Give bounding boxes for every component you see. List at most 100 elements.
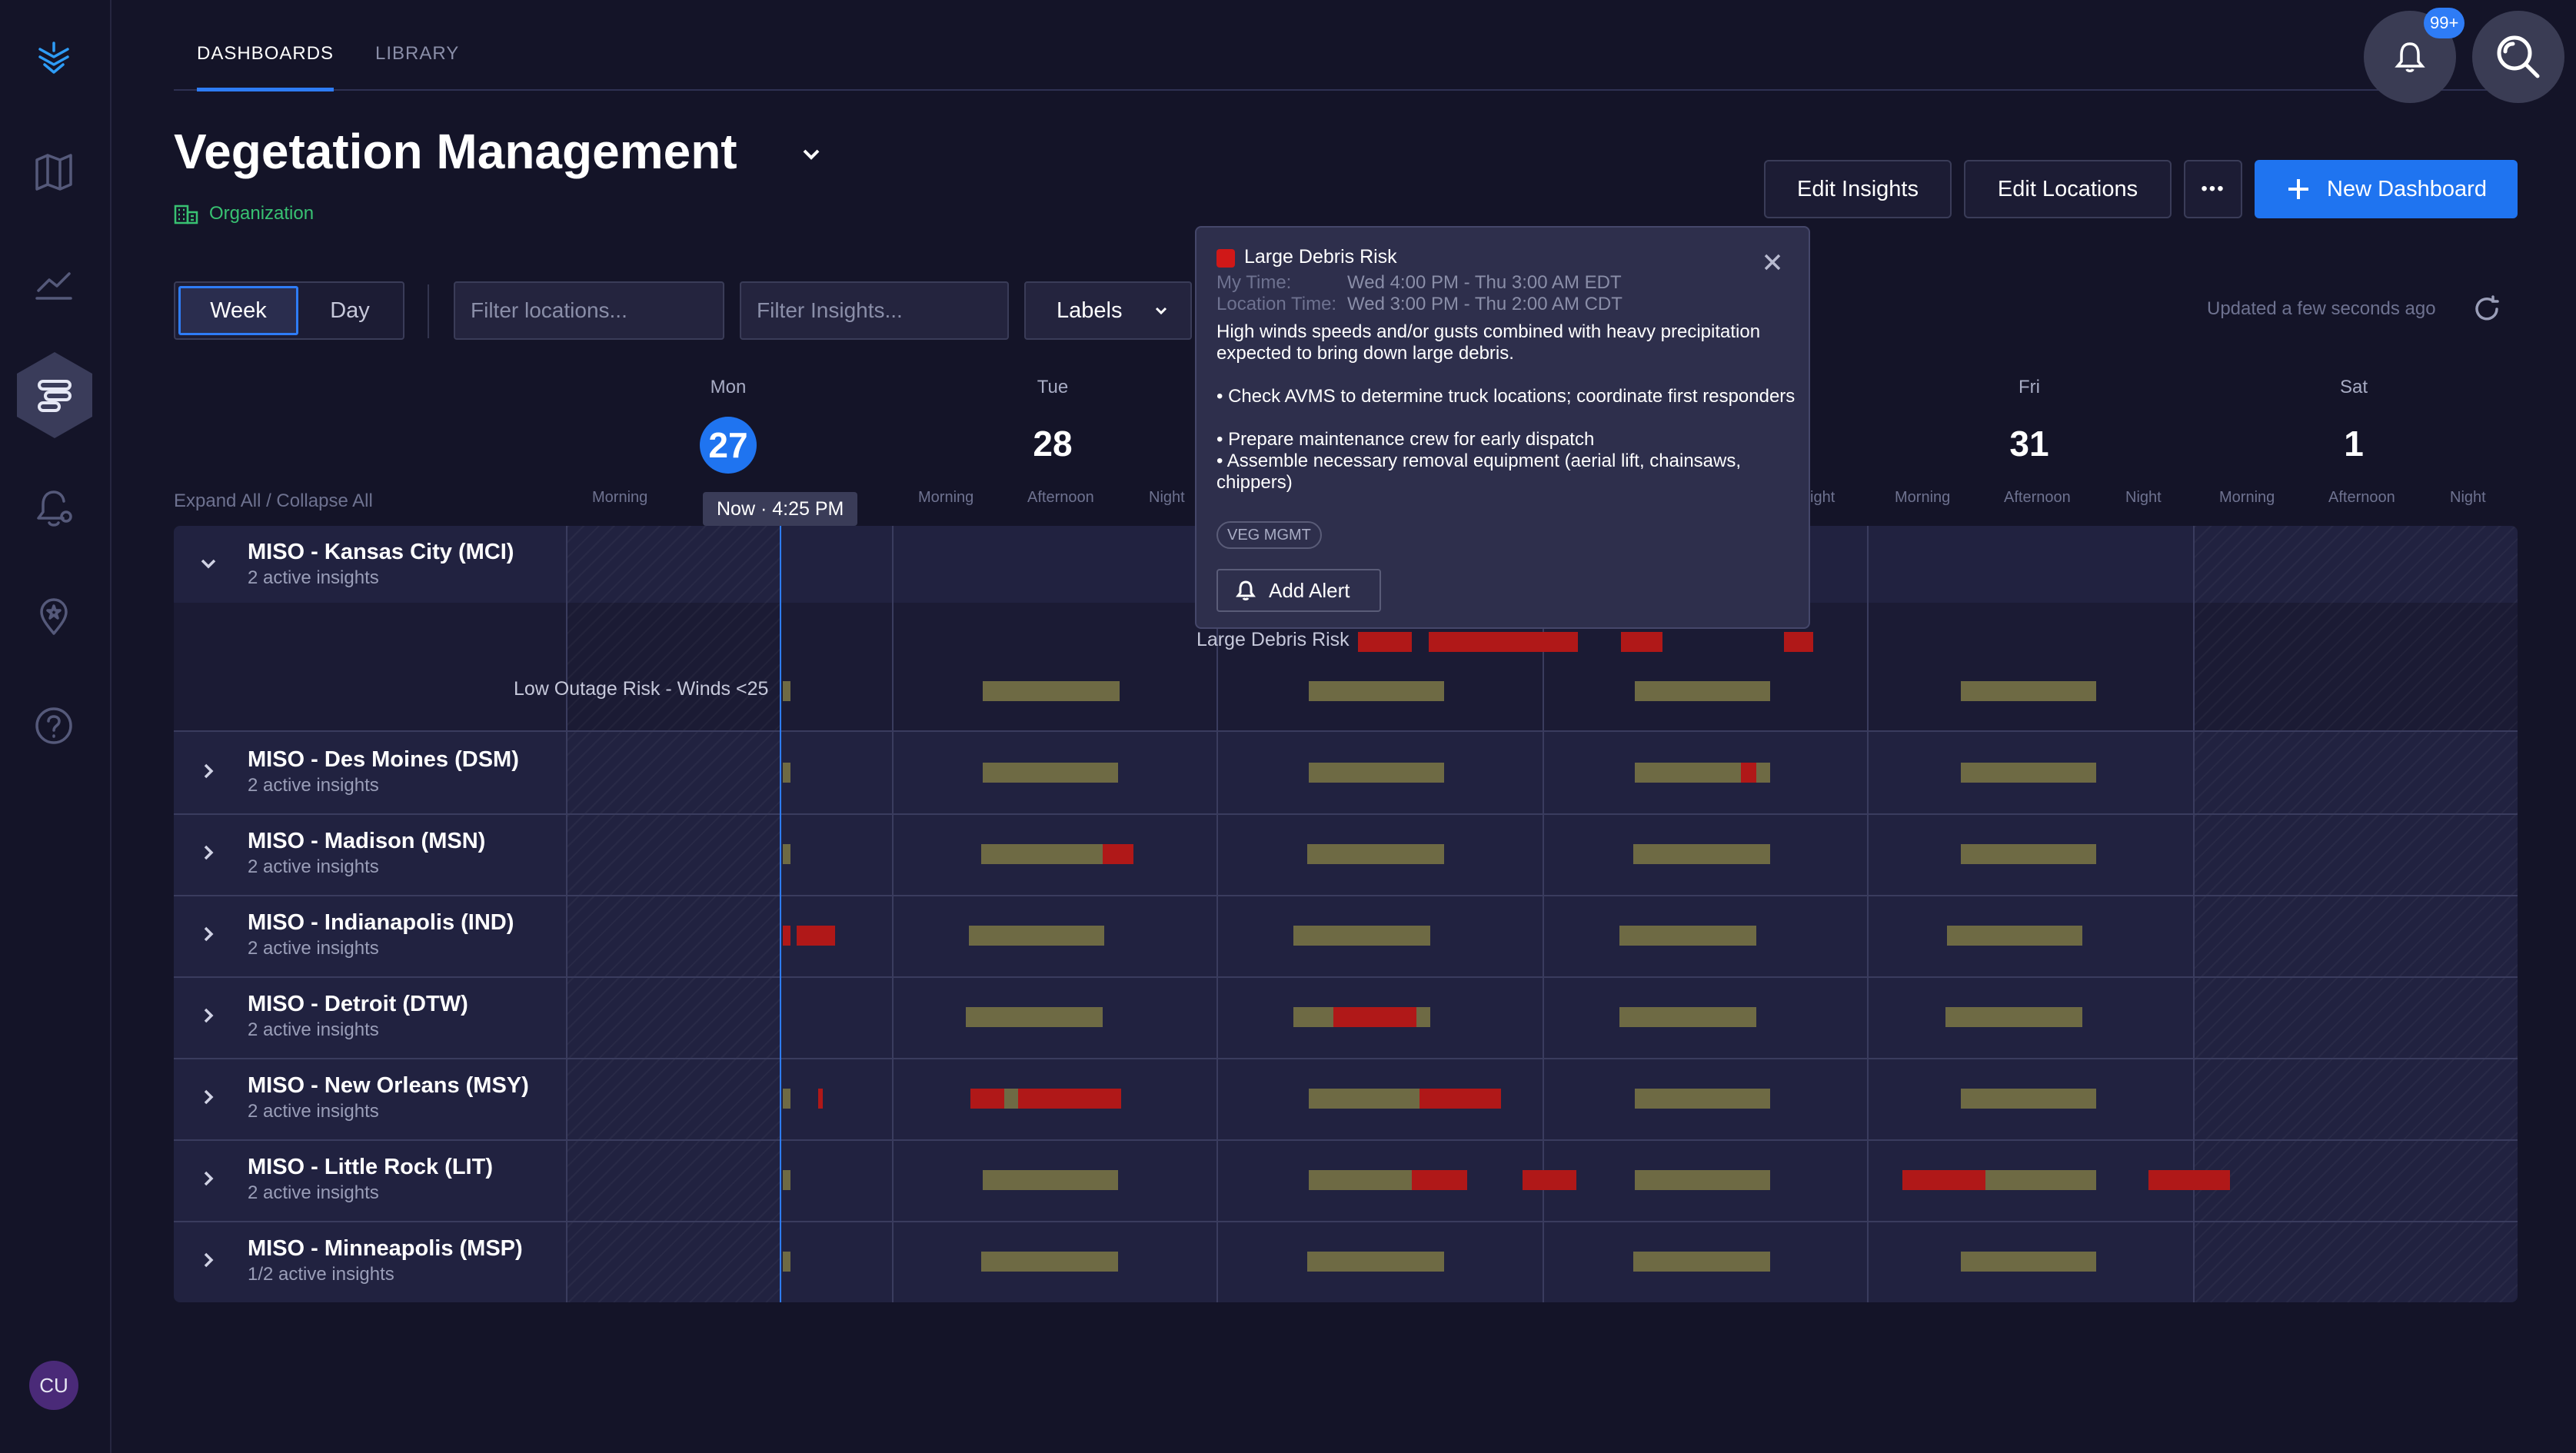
insight-bar[interactable] (1619, 926, 1756, 946)
insight-bar[interactable] (983, 1170, 1118, 1190)
day-view-button[interactable]: Day (330, 298, 370, 323)
close-popover-button[interactable] (1761, 251, 1784, 274)
analytics-icon[interactable] (28, 257, 80, 309)
insight-bar[interactable] (1961, 763, 2096, 783)
insight-tag[interactable]: VEG MGMT (1216, 521, 1322, 549)
insight-bar[interactable] (1635, 1170, 1770, 1190)
insight-bar[interactable] (783, 844, 790, 864)
edit-locations-button[interactable]: Edit Locations (1964, 160, 2172, 218)
chevron-right-icon (204, 845, 214, 860)
organization-scope[interactable]: Organization (174, 203, 314, 224)
insight-bar[interactable] (1961, 1252, 2096, 1272)
refresh-button[interactable] (2471, 294, 2502, 324)
insight-bar[interactable] (1309, 1089, 1419, 1109)
insight-bar[interactable] (1309, 1170, 1412, 1190)
insight-bar[interactable] (1633, 1252, 1770, 1272)
week-view-button[interactable]: Week (178, 286, 298, 335)
insight-bar[interactable] (983, 681, 1120, 701)
insight-bar[interactable] (981, 844, 1103, 864)
insight-bar[interactable] (783, 1252, 790, 1272)
insight-bar[interactable] (1635, 681, 1770, 701)
user-avatar[interactable]: CU (29, 1361, 78, 1410)
insight-bar[interactable] (1633, 844, 1770, 864)
expand-row-chevron[interactable] (198, 1006, 218, 1026)
insight-bar[interactable] (1307, 844, 1444, 864)
tab-library[interactable]: LIBRARY (375, 43, 460, 64)
location-name[interactable]: MISO - New Orleans (MSY) (248, 1073, 529, 1098)
dashboards-nav-active[interactable] (17, 352, 92, 438)
location-name[interactable]: MISO - Des Moines (DSM) (248, 747, 519, 772)
location-name[interactable]: MISO - Detroit (DTW) (248, 992, 468, 1016)
insight-bar[interactable] (2148, 1170, 2230, 1190)
filter-insights-input[interactable]: Filter Insights... (740, 281, 1009, 340)
insight-bar[interactable] (1293, 926, 1430, 946)
insight-bar[interactable] (797, 926, 835, 946)
insight-bar[interactable] (818, 1089, 823, 1109)
insight-bar[interactable] (1419, 1089, 1501, 1109)
app-logo-icon[interactable] (28, 32, 80, 85)
insight-bar[interactable] (1961, 1089, 2096, 1109)
insight-bar[interactable] (966, 1007, 1103, 1027)
insight-bar[interactable] (1523, 1170, 1576, 1190)
insight-bar[interactable] (1004, 1089, 1018, 1109)
insight-bar[interactable] (983, 763, 1118, 783)
insight-bar[interactable] (1619, 1007, 1756, 1027)
insight-bar[interactable] (1309, 763, 1444, 783)
insight-bar[interactable] (1358, 632, 1412, 652)
insight-bar[interactable] (783, 763, 790, 783)
insight-bar[interactable] (783, 1170, 790, 1190)
insight-bar[interactable] (1309, 681, 1444, 701)
expand-row-chevron[interactable] (198, 1169, 218, 1189)
insight-bar[interactable] (1945, 1007, 2082, 1027)
location-pin-icon[interactable] (28, 589, 80, 641)
help-icon[interactable] (28, 700, 80, 752)
insight-bar[interactable] (981, 1252, 1118, 1272)
insight-bar[interactable] (1961, 681, 2096, 701)
location-name[interactable]: MISO - Kansas City (MCI) (248, 540, 514, 564)
expand-row-chevron[interactable] (198, 843, 218, 863)
labels-dropdown[interactable]: Labels (1024, 281, 1192, 340)
view-toggle: Week Day (174, 281, 404, 340)
dashboard-switcher-chevron[interactable] (800, 143, 823, 166)
insight-bar[interactable] (1961, 844, 2096, 864)
insight-bar[interactable] (1429, 632, 1578, 652)
insight-bar[interactable] (783, 926, 790, 946)
location-name[interactable]: MISO - Indianapolis (IND) (248, 910, 514, 935)
expand-row-chevron[interactable] (198, 924, 218, 944)
location-name[interactable]: MISO - Little Rock (LIT) (248, 1155, 493, 1179)
filter-locations-input[interactable]: Filter locations... (454, 281, 724, 340)
insight-label-debris: Large Debris Risk (1196, 629, 1350, 650)
collapse-row-chevron[interactable] (198, 554, 218, 574)
insight-bar[interactable] (1947, 926, 2082, 946)
insight-bar[interactable] (969, 926, 1104, 946)
expand-row-chevron[interactable] (198, 1250, 218, 1270)
add-alert-button[interactable]: Add Alert (1216, 569, 1381, 612)
insight-bar[interactable] (1902, 1170, 1985, 1190)
expand-row-chevron[interactable] (198, 761, 218, 781)
tab-dashboards[interactable]: DASHBOARDS (197, 43, 334, 91)
map-icon[interactable] (28, 146, 80, 198)
insight-bar[interactable] (1412, 1170, 1467, 1190)
location-name[interactable]: MISO - Minneapolis (MSP) (248, 1236, 523, 1261)
expand-row-chevron[interactable] (198, 1087, 218, 1107)
insight-bar[interactable] (1103, 844, 1133, 864)
insight-bar[interactable] (1741, 763, 1756, 783)
insight-bar[interactable] (1985, 1170, 2096, 1190)
insight-bar[interactable] (1333, 1007, 1416, 1027)
insight-bar[interactable] (1784, 632, 1813, 652)
insight-bar[interactable] (970, 1089, 1004, 1109)
alert-settings-icon[interactable] (28, 481, 80, 534)
risk-color-swatch (1216, 249, 1235, 268)
expand-collapse-all[interactable]: Expand All / Collapse All (174, 490, 373, 511)
insight-bar[interactable] (783, 681, 790, 701)
insight-bar[interactable] (1635, 1089, 1770, 1109)
location-name[interactable]: MISO - Madison (MSN) (248, 829, 486, 853)
insight-bar[interactable] (1621, 632, 1662, 652)
search-button[interactable] (2472, 11, 2564, 103)
edit-insights-button[interactable]: Edit Insights (1764, 160, 1952, 218)
insight-bar[interactable] (783, 1089, 790, 1109)
insight-bar[interactable] (1018, 1089, 1121, 1109)
new-dashboard-button[interactable]: New Dashboard (2255, 160, 2518, 218)
insight-bar[interactable] (1307, 1252, 1444, 1272)
more-options-button[interactable]: ••• (2184, 160, 2242, 218)
